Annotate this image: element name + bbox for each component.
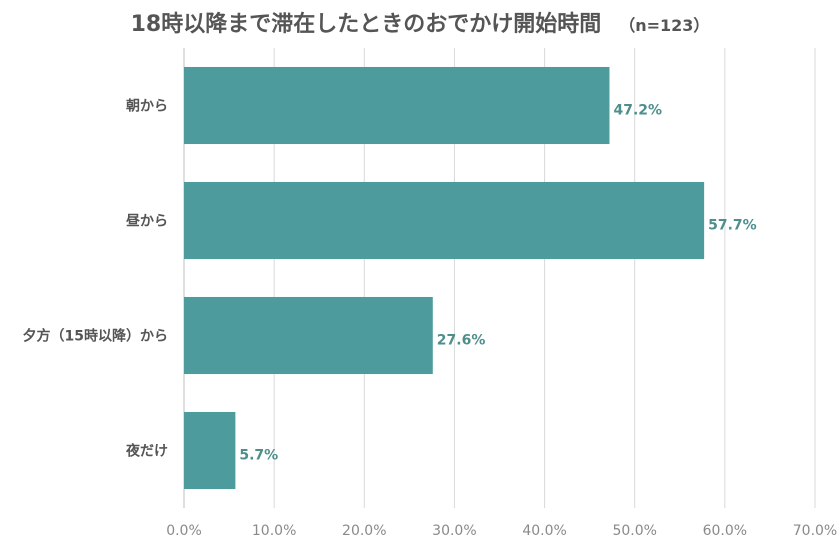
category-label: 夜だけ [125,443,168,460]
category-label: 昼から [126,214,168,230]
bar [184,181,705,260]
x-tick-label: 0.0% [166,523,202,536]
chart-title: 18時以降まで滞在したときのおでかけ開始時間 （n=123） [0,6,840,38]
data-label: 47.2% [613,103,662,119]
chart-title-text: 18時以降まで滞在したときのおでかけ開始時間 [130,12,602,37]
category-label: 朝から [126,98,168,115]
bar [184,411,236,490]
bar [184,296,433,375]
bar [184,66,610,145]
data-label: 57.7% [708,218,757,234]
category-label: 夕方（15時以降）から [23,328,168,345]
x-tick-label: 70.0% [793,523,837,536]
x-tick-label: 50.0% [612,523,656,536]
x-tick-label: 10.0% [252,523,296,536]
x-tick-label: 40.0% [522,523,566,536]
data-label: 27.6% [437,333,486,349]
data-label: 5.7% [239,448,278,464]
chart-subtitle: （n=123） [619,16,710,35]
x-tick-label: 60.0% [703,523,747,536]
x-tick-label: 30.0% [432,523,476,536]
x-tick-label: 20.0% [342,523,386,536]
